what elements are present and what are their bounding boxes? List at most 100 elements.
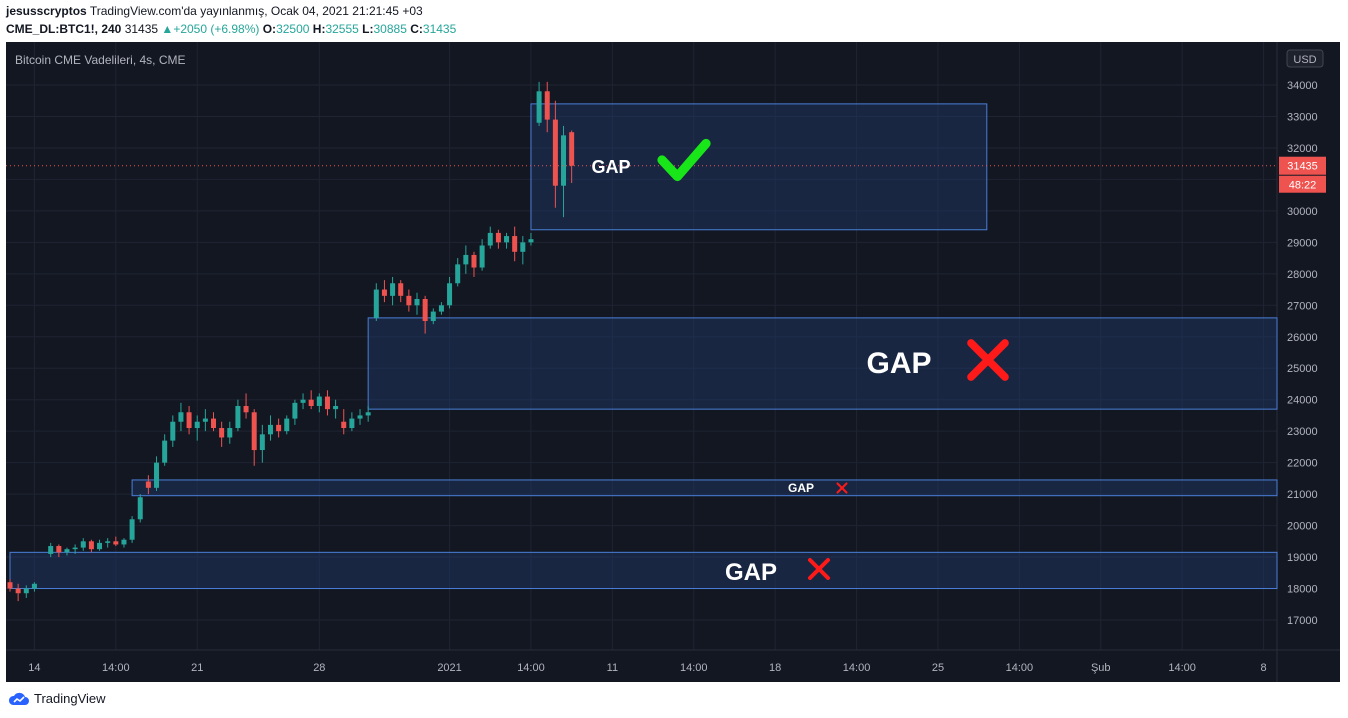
candle-body <box>178 412 184 422</box>
x-tick-label: 14:00 <box>680 662 708 674</box>
ohlc-line: CME_DL:BTC1!, 240 31435 ▲+2050 (+6.98%) … <box>6 22 456 36</box>
high-value: 32555 <box>325 22 359 36</box>
candle-body <box>235 405 241 429</box>
candle-body <box>202 418 208 422</box>
candle-body <box>471 254 477 268</box>
low-value: 30885 <box>373 22 407 36</box>
last-price-label: 31435 <box>1287 161 1318 173</box>
candle-body <box>479 245 485 268</box>
candle-body <box>422 298 428 322</box>
up-triangle-icon: ▲ <box>161 22 174 36</box>
check-icon <box>657 138 711 182</box>
footer: TradingView <box>0 682 1348 718</box>
candle-body <box>520 242 526 252</box>
candle-body <box>154 462 160 488</box>
cross-icon <box>807 557 831 581</box>
candle-body <box>137 497 143 520</box>
candle-body <box>544 91 550 120</box>
candle-body <box>145 481 151 488</box>
x-tick-label: 21 <box>191 662 203 674</box>
chart-background <box>6 42 1340 682</box>
candle-body <box>504 236 510 243</box>
gap-zone <box>530 103 988 231</box>
candle-body <box>414 298 420 306</box>
candle-body <box>438 305 444 312</box>
y-tick-label: 24000 <box>1287 395 1318 407</box>
candle-body <box>219 428 225 438</box>
candle-body <box>430 311 436 322</box>
tradingview-cloud-icon <box>8 692 29 705</box>
y-tick-label: 34000 <box>1287 80 1318 92</box>
x-tick-label: 14:00 <box>102 662 130 674</box>
y-tick-label: 25000 <box>1287 363 1318 375</box>
x-tick-label: 8 <box>1260 662 1266 674</box>
tradingview-brand: TradingView <box>34 691 106 706</box>
candle-body <box>561 135 567 186</box>
candle-body <box>186 412 192 429</box>
last-price-tag <box>1279 156 1326 175</box>
gap-label: GAP <box>788 481 814 495</box>
price-chart[interactable]: 17000 18000 19000 20000 21000 22000 23000 24000… <box>6 42 1340 682</box>
chart-title: Bitcoin CME Vadelileri, 4s, CME <box>15 53 186 67</box>
candle-body <box>552 119 558 186</box>
y-tick-label: 28000 <box>1287 269 1318 281</box>
x-tick-label: 25 <box>932 662 944 674</box>
candle-body <box>64 549 70 553</box>
price-value: 31435 <box>124 22 159 36</box>
x-tick-label: 28 <box>313 662 325 674</box>
candle-body <box>170 421 176 441</box>
candle-body <box>381 289 387 296</box>
chart-area[interactable]: 17000 18000 19000 20000 21000 22000 23000 24000… <box>6 42 1340 682</box>
symbol-label: CME_DL:BTC1!, 240 <box>6 22 122 36</box>
x-tick-label: 14:00 <box>1168 662 1196 674</box>
candle-body <box>463 254 469 265</box>
candle-body <box>455 264 461 284</box>
candle-body <box>569 132 575 166</box>
candle-body <box>398 283 404 296</box>
gap-label: GAP <box>866 347 931 380</box>
y-tick-label: 23000 <box>1287 426 1318 438</box>
candle-body <box>267 424 273 435</box>
candle-body <box>129 519 135 540</box>
candle-body <box>48 546 54 554</box>
y-tick-label: 21000 <box>1287 489 1318 501</box>
currency-badge <box>1286 49 1324 68</box>
candle-body <box>341 421 347 429</box>
x-tick-label: 2021 <box>437 662 461 674</box>
candle-body <box>512 236 518 252</box>
candle-body <box>72 547 78 550</box>
candle-body <box>276 424 282 432</box>
candle-body <box>284 418 290 432</box>
y-tick-label: 33000 <box>1287 111 1318 123</box>
candle-body <box>243 405 249 413</box>
gap-label: GAP <box>725 559 777 586</box>
close-label: C: <box>410 22 423 36</box>
candle-body <box>528 239 534 243</box>
candle-body <box>292 402 298 419</box>
candle-body <box>487 232 493 246</box>
candle-body <box>536 91 542 123</box>
candle-body <box>80 541 86 548</box>
candle-body <box>121 539 127 545</box>
author-name[interactable]: jesusscryptos <box>6 4 87 18</box>
y-tick-label: 17000 <box>1287 615 1318 627</box>
candle-body <box>447 283 453 306</box>
y-tick-label: 20000 <box>1287 521 1318 533</box>
x-tick-label: 14 <box>28 662 40 674</box>
candle-body <box>333 405 339 410</box>
candle-body <box>105 541 111 543</box>
candle-body <box>88 541 94 550</box>
y-tick-label: 19000 <box>1287 552 1318 564</box>
change-value: +2050 (+6.98%) <box>173 22 260 36</box>
close-value: 31435 <box>422 22 457 36</box>
y-tick-label: 22000 <box>1287 458 1318 470</box>
open-value: 32500 <box>276 22 310 36</box>
candle-body <box>324 396 330 410</box>
candle-body <box>31 583 37 589</box>
candle-body <box>316 396 322 406</box>
tradingview-logo[interactable]: TradingView <box>8 691 106 706</box>
gap-zone <box>9 551 1278 590</box>
publish-info: jesusscryptos TradingView.com'da yayınla… <box>6 4 423 18</box>
x-tick-label: 11 <box>607 662 618 674</box>
publish-date: TradingView.com'da yayınlanmış, Ocak 04,… <box>89 4 423 18</box>
